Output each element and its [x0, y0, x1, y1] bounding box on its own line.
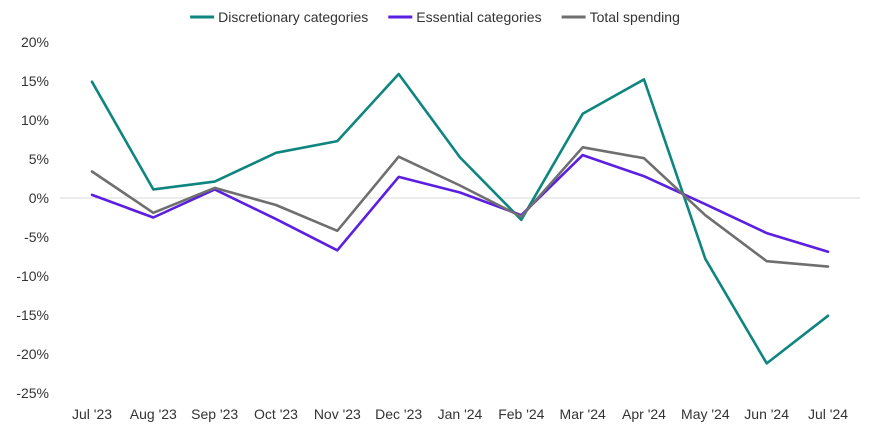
x-tick-label: Sep '23	[191, 406, 238, 422]
legend-label-discretionary-categories: Discretionary categories	[218, 9, 368, 25]
y-axis: 20% 15% 10% 5% 0% -5% -10% -15% -20% -25%	[16, 34, 49, 401]
y-tick-label: -10%	[16, 268, 49, 284]
y-tick-label: 0%	[29, 190, 49, 206]
y-tick-label: -25%	[16, 385, 49, 401]
series-line-total-spending	[90, 146, 830, 268]
y-tick-label: -5%	[24, 229, 49, 245]
x-tick-label: Feb '24	[498, 406, 544, 422]
series-line-essential-categories	[90, 153, 830, 254]
y-tick-label: 10%	[21, 112, 49, 128]
x-tick-label: May '24	[681, 406, 730, 422]
series-line-discretionary-categories	[90, 72, 830, 365]
x-axis: Jul '23 Aug '23 Sep '23 Oct '23 Nov '23 Dec '…	[72, 406, 848, 422]
x-tick-label: Jun '24	[744, 406, 789, 422]
x-tick-label: Dec '23	[375, 406, 422, 422]
y-tick-label: 5%	[29, 151, 49, 167]
legend-label-essential-categories: Essential categories	[416, 9, 541, 25]
y-tick-label: -20%	[16, 346, 49, 362]
y-tick-label: -15%	[16, 307, 49, 323]
legend: Discretionary categories Essential catego…	[190, 9, 680, 25]
x-tick-label: Nov '23	[314, 406, 361, 422]
y-tick-label: 15%	[21, 73, 49, 89]
x-tick-label: Apr '24	[622, 406, 666, 422]
x-tick-label: Jul '24	[808, 406, 848, 422]
legend-label-total-spending: Total spending	[590, 9, 680, 25]
x-tick-label: Mar '24	[560, 406, 606, 422]
series-group	[90, 72, 830, 365]
x-tick-label: Aug '23	[130, 406, 177, 422]
x-tick-label: Jul '23	[72, 406, 112, 422]
x-tick-label: Oct '23	[254, 406, 298, 422]
y-tick-label: 20%	[21, 34, 49, 50]
x-tick-label: Jan '24	[438, 406, 483, 422]
